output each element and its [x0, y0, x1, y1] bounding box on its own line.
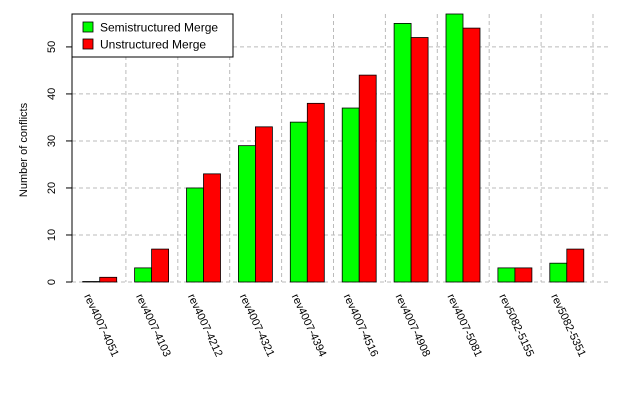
legend-label: Unstructured Merge	[100, 38, 206, 52]
grid-lines	[72, 14, 610, 283]
bar	[134, 267, 153, 283]
bar	[99, 276, 118, 283]
legend-swatch	[82, 38, 94, 50]
bar	[497, 267, 516, 283]
y-tick-label: 20	[46, 182, 58, 194]
legend-box	[71, 13, 234, 58]
y-tick-label: 50	[46, 41, 58, 53]
bar	[549, 262, 568, 283]
bar	[514, 267, 533, 283]
bar	[254, 126, 273, 283]
bars	[82, 13, 585, 283]
x-tick-label: rev4007-4103	[133, 292, 173, 359]
bar	[306, 102, 325, 283]
y-tick-label: 30	[46, 135, 58, 147]
x-tick-label: rev5082-5351	[548, 292, 588, 359]
x-tick-label: rev4007-5081	[445, 292, 485, 359]
bar	[410, 37, 429, 283]
bar	[151, 248, 170, 283]
y-axis-title: Number of conflicts	[18, 102, 30, 197]
bar	[237, 145, 256, 283]
bar	[186, 187, 204, 283]
bar	[445, 13, 464, 283]
y-tick-label: 0	[46, 279, 58, 285]
x-tick-label: rev4007-4051	[81, 292, 121, 359]
bar	[566, 248, 585, 283]
bar	[289, 121, 308, 283]
x-tick-label: rev4007-4321	[237, 292, 277, 359]
legend-label: Semistructured Merge	[100, 21, 218, 35]
bar	[203, 173, 221, 283]
bar	[341, 107, 360, 283]
bar	[82, 281, 101, 283]
x-tick-label: rev4007-4908	[393, 292, 433, 359]
y-tick-label: 10	[46, 229, 58, 241]
x-tick-label: rev5082-5155	[496, 292, 536, 359]
x-tick-label: rev4007-4516	[341, 292, 381, 359]
bar	[393, 23, 412, 283]
x-tick-label: rev4007-4212	[185, 292, 225, 359]
legend-swatch	[82, 21, 94, 33]
y-axis: 0 10 20 30 40 50	[46, 41, 73, 285]
y-tick-label: 40	[46, 88, 58, 100]
bar	[358, 74, 377, 283]
legend: Semistructured Merge Unstructured Merge	[71, 13, 234, 58]
x-axis-labels: rev4007-4051 rev4007-4103 rev4007-4212 rev4…	[81, 292, 588, 359]
bar	[462, 27, 481, 283]
x-tick-label: rev4007-4394	[289, 292, 329, 359]
